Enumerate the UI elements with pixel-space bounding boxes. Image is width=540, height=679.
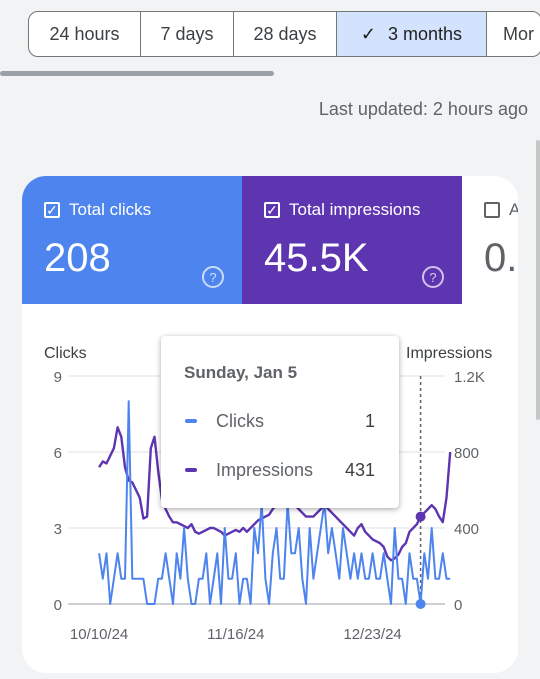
- chart-tooltip: Sunday, Jan 5 Clicks 1 Impressions 431: [161, 336, 399, 508]
- total-impressions-value: 45.5K: [264, 236, 369, 280]
- range-more-button[interactable]: Mor: [503, 23, 534, 44]
- horizontal-scrollbar[interactable]: [0, 71, 274, 76]
- y-right-tick-label: 400: [454, 521, 479, 538]
- total-clicks-label: Total clicks: [69, 200, 152, 219]
- y-right-tick-label: 800: [454, 445, 479, 462]
- tooltip-row-impressions: Impressions 431: [185, 458, 375, 482]
- x-tick-label: 11/16/24: [207, 626, 264, 643]
- y-left-tick-label: 9: [54, 369, 62, 386]
- clicks-swatch: [185, 419, 197, 423]
- range-3-months-button[interactable]: ✓ 3 months: [337, 12, 487, 56]
- x-tick-label: 12/23/24: [343, 626, 401, 643]
- average-ctr-value: 0.: [484, 236, 518, 280]
- tooltip-row-clicks: Clicks 1: [185, 409, 375, 433]
- average-ctr-tile[interactable]: A 0.: [462, 176, 518, 304]
- total-impressions-tile[interactable]: ✓ Total impressions 45.5K ?: [242, 176, 462, 304]
- y-right-axis-label: Impressions: [406, 345, 492, 362]
- hover-point-impressions: [415, 511, 426, 522]
- tooltip-clicks-label: Clicks: [216, 410, 264, 431]
- total-clicks-value: 208: [44, 236, 111, 280]
- checkbox-checked-icon[interactable]: ✓: [44, 202, 60, 218]
- y-right-tick-label: 0: [454, 597, 462, 614]
- total-impressions-label: Total impressions: [289, 200, 421, 219]
- x-tick-label: 10/10/24: [70, 626, 128, 643]
- range-28-days-button[interactable]: 28 days: [234, 12, 337, 56]
- impressions-swatch: [185, 468, 197, 472]
- help-icon[interactable]: ?: [202, 266, 224, 288]
- y-left-axis-label: Clicks: [44, 345, 87, 362]
- average-ctr-label: A: [509, 200, 518, 219]
- y-left-tick-label: 0: [54, 597, 62, 614]
- tooltip-clicks-value: 1: [364, 410, 375, 431]
- date-range-selector: 24 hours 7 days 28 days ✓ 3 months Mor: [28, 11, 540, 57]
- range-24-hours-button[interactable]: 24 hours: [29, 12, 141, 56]
- vertical-scrollbar[interactable]: [536, 140, 540, 420]
- checkbox-checked-icon[interactable]: ✓: [264, 202, 280, 218]
- y-right-tick-label: 1.2K: [454, 369, 485, 386]
- hover-point-clicks: [415, 599, 426, 609]
- y-left-tick-label: 6: [54, 445, 62, 462]
- tooltip-date: Sunday, Jan 5: [184, 363, 298, 382]
- tooltip-impressions-value: 431: [344, 459, 375, 480]
- performance-card: ✓ Total clicks 208 ? ✓ Total impressions…: [22, 176, 518, 673]
- y-left-tick-label: 3: [54, 521, 62, 538]
- help-icon[interactable]: ?: [422, 266, 444, 288]
- total-clicks-tile[interactable]: ✓ Total clicks 208 ?: [22, 176, 242, 304]
- tooltip-impressions-label: Impressions: [216, 459, 314, 480]
- series-line-clicks: [98, 400, 451, 605]
- last-updated-text: Last updated: 2 hours ago: [318, 99, 528, 119]
- range-7-days-button[interactable]: 7 days: [141, 12, 234, 56]
- checkmark-icon: ✓: [360, 23, 377, 44]
- range-3-months-label: 3 months: [388, 23, 463, 44]
- checkbox-unchecked-icon[interactable]: [484, 202, 500, 218]
